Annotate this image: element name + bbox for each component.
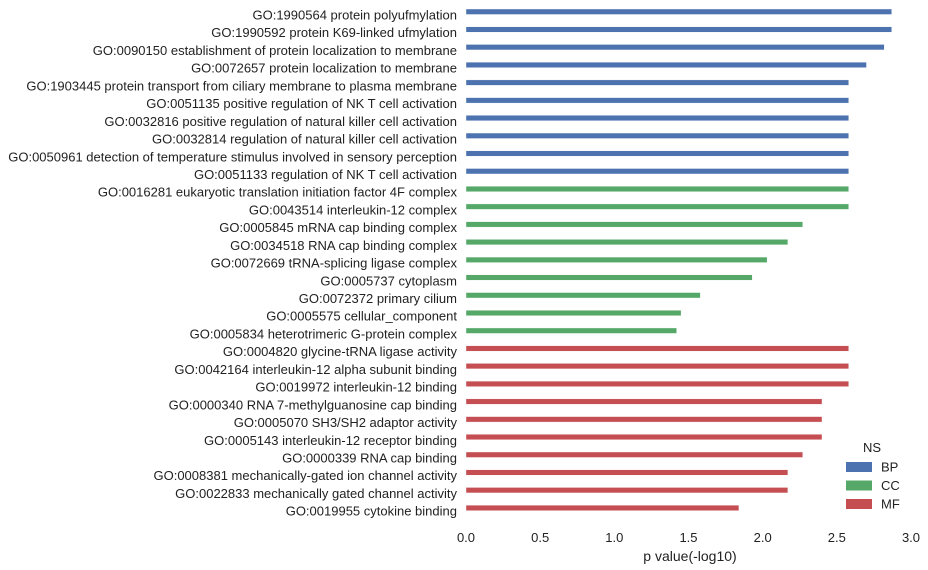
category-label: GO:0016281 eukaryotic translation initia… — [98, 185, 458, 200]
x-tick-label: 2.5 — [828, 530, 846, 545]
category-label: GO:1903445 protein transport from ciliar… — [26, 78, 457, 93]
bar-bp — [465, 8, 892, 15]
bar-cc — [465, 292, 701, 299]
category-label: GO:0019972 interleukin-12 binding — [255, 380, 457, 395]
x-tick-label: 1.0 — [605, 530, 623, 545]
bar-mf — [465, 363, 849, 370]
category-label: GO:0005737 cytoplasm — [320, 273, 457, 288]
legend-swatch-cc — [846, 480, 872, 491]
category-label: GO:0000340 RNA 7-methylguanosine cap bin… — [169, 397, 457, 412]
category-label: GO:1990592 protein K69-linked ufmylation — [211, 25, 457, 40]
category-label: GO:0042164 interleukin-12 alpha subunit … — [174, 362, 457, 377]
category-labels: GO:1990564 protein polyufmylation GO:1990… — [8, 8, 457, 519]
bar-cc — [465, 327, 677, 334]
bar-bp — [465, 61, 867, 68]
bar-cc — [465, 310, 682, 316]
category-label: GO:0072669 tRNA-splicing ligase complex — [211, 256, 458, 271]
bar-bp — [465, 26, 892, 33]
category-label: GO:0000339 RNA cap binding — [282, 451, 457, 466]
bar-mf — [465, 398, 823, 405]
x-axis-ticks: 0.0 0.5 1.0 1.5 2.0 2.5 3.0 — [457, 530, 920, 545]
category-label: GO:0051135 positive regulation of NK T c… — [146, 96, 457, 111]
category-label: GO:0022833 mechanically gated channel ac… — [175, 486, 457, 501]
category-label: GO:0019955 cytokine binding — [286, 504, 457, 519]
bar-mf — [465, 345, 849, 352]
category-label: GO:0005070 SH3/SH2 adaptor activity — [234, 415, 458, 430]
bar-mf — [465, 416, 823, 423]
legend-label-mf: MF — [881, 497, 900, 512]
bar-cc — [465, 274, 753, 281]
x-tick-label: 1.5 — [679, 530, 697, 545]
bar-mf — [465, 504, 740, 511]
category-label: GO:0004820 glycine-tRNA ligase activity — [223, 344, 458, 359]
category-label: GO:0032814 regulation of natural killer … — [152, 132, 457, 147]
category-label: GO:0005143 interleukin-12 receptor bindi… — [204, 433, 457, 448]
x-tick-label: 3.0 — [902, 530, 920, 545]
bar-mf — [465, 380, 849, 387]
category-label: GO:0051133 regulation of NK T cell activ… — [194, 167, 457, 182]
bar-cc — [465, 239, 789, 246]
x-tick-label: 0.5 — [531, 530, 549, 545]
legend: NS BP CC MF — [846, 440, 900, 512]
category-label: GO:0043514 interleukin-12 complex — [249, 202, 458, 217]
bar-bp — [465, 44, 885, 51]
bar-mf — [465, 469, 789, 476]
bar-bp — [465, 79, 849, 86]
legend-title: NS — [863, 440, 881, 455]
legend-label-cc: CC — [881, 478, 900, 493]
category-label: GO:0090150 establishment of protein loca… — [93, 43, 457, 58]
category-label: GO:0072372 primary cilium — [299, 291, 457, 306]
category-label: GO:0050961 detection of temperature stim… — [8, 149, 457, 164]
bar-bp — [465, 132, 849, 139]
x-axis-title: p value(-log10) — [643, 548, 736, 564]
category-label: GO:1990564 protein polyufmylation — [252, 8, 457, 23]
legend-swatch-bp — [846, 462, 872, 472]
bar-cc — [465, 185, 849, 192]
bars-group — [465, 8, 892, 511]
category-label: GO:0034518 RNA cap binding complex — [230, 238, 457, 253]
category-label: GO:0008381 mechanically-gated ion channe… — [153, 468, 457, 483]
x-tick-label: 0.0 — [457, 530, 475, 545]
bar-mf — [465, 451, 803, 458]
bar-cc — [465, 256, 768, 263]
x-tick-label: 2.0 — [754, 530, 772, 545]
bar-cc — [465, 221, 803, 228]
category-label: GO:0005845 mRNA cap binding complex — [219, 220, 457, 235]
legend-swatch-mf — [846, 499, 872, 509]
category-label: GO:0032816 positive regulation of natura… — [104, 114, 457, 129]
bar-bp — [465, 150, 849, 157]
bar-bp — [465, 97, 849, 104]
bar-cc — [465, 203, 849, 210]
bar-bp — [465, 115, 849, 122]
bar-bp — [465, 168, 849, 175]
bar-mf — [465, 487, 789, 494]
category-label: GO:0005834 heterotrimeric G-protein comp… — [190, 326, 458, 341]
category-label: GO:0005575 cellular_component — [266, 309, 457, 324]
category-label: GO:0072657 protein localization to membr… — [191, 61, 457, 76]
legend-label-bp: BP — [881, 460, 898, 475]
bar-mf — [465, 434, 823, 440]
